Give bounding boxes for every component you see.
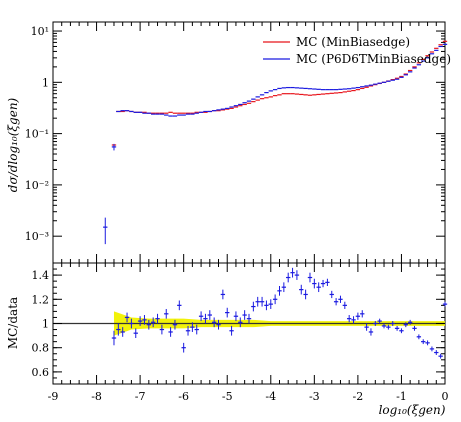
legend-red-label: MC (MinBiasedge) (296, 35, 410, 49)
bottom-axis-ticks: 0.6 0.8 1 1.2 1.4 -9 -8 -7 -6 -5 -4 -3 -2 -1 0 (32, 262, 449, 403)
x-tick-label: -7 (135, 390, 146, 403)
x-tick-label: -3 (309, 390, 320, 403)
top-data-layer (103, 40, 448, 245)
bottom-y-tick-label: 1 (42, 318, 49, 331)
legend-blue-label: MC (P6D6TMinBiasedge) (296, 52, 451, 66)
top-panel: 10⁻³ 10⁻² 10⁻¹ 1 10¹ dσ/dlog₁₀(ξgen) MC (Min… (6, 21, 451, 264)
bottom-y-tick-label: 1.2 (32, 293, 50, 306)
bottom-data-layer (111, 267, 448, 359)
x-tick-label: -8 (91, 390, 102, 403)
legend: MC (MinBiasedge) MC (P6D6TMinBiasedge) (263, 35, 451, 66)
bottom-y-axis-label: MC/data (6, 297, 20, 349)
bottom-y-tick-label: 0.6 (32, 366, 50, 379)
top-axis-ticks: 10⁻³ 10⁻² 10⁻¹ 1 10¹ (25, 22, 446, 263)
x-tick-label: -4 (265, 390, 276, 403)
top-y-tick-label: 10⁻³ (25, 230, 49, 243)
top-y-tick-label: 10⁻¹ (25, 128, 49, 141)
top-y-axis-label: dσ/dlog₁₀(ξgen) (6, 97, 20, 192)
x-tick-label: 0 (442, 390, 449, 403)
x-axis-label: log₁₀(ξgen) (379, 403, 446, 417)
top-y-tick-label: 1 (42, 76, 49, 89)
x-tick-label: -5 (222, 390, 233, 403)
bottom-y-tick-label: 0.8 (32, 342, 50, 355)
top-y-tick-label: 10⁻² (25, 179, 49, 192)
top-y-tick-label: 10¹ (31, 25, 49, 38)
x-tick-label: -1 (396, 390, 407, 403)
x-tick-label: -2 (353, 390, 364, 403)
bottom-y-tick-label: 1.4 (32, 269, 50, 282)
x-tick-label: -9 (48, 390, 59, 403)
bottom-panel: 0.6 0.8 1 1.2 1.4 -9 -8 -7 -6 -5 -4 -3 -2 -1 0 MC/data… (6, 262, 449, 417)
x-tick-label: -6 (178, 390, 189, 403)
